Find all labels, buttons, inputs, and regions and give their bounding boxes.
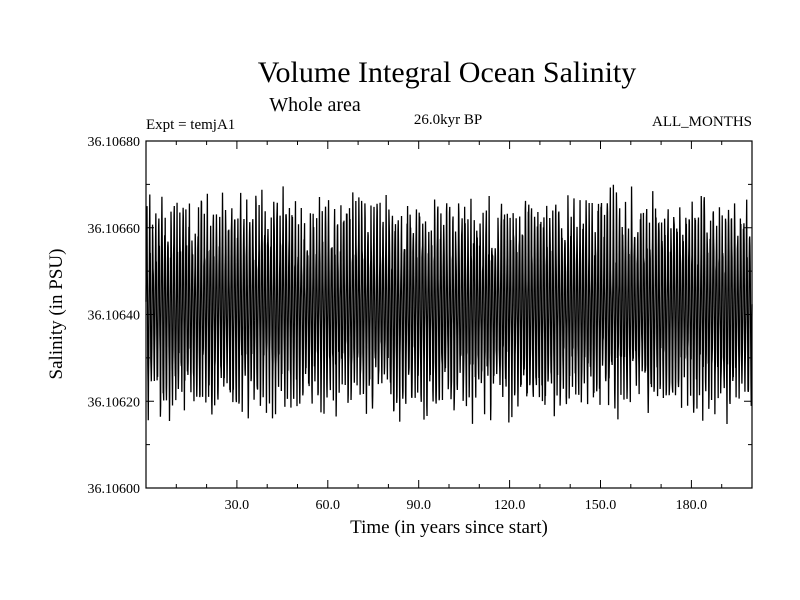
salinity-series-line: [145, 184, 753, 425]
x-tick-label-2: 90.0: [406, 498, 431, 513]
chart-subtitle: Whole area: [269, 94, 361, 116]
x-tick-label-3: 120.0: [494, 498, 526, 513]
plot-area: [145, 184, 753, 425]
axis-ticks: 36.10600 36.10620 36.10640 36.10660 36.10680…: [88, 135, 752, 513]
experiment-label: Expt = temjA1: [146, 117, 235, 133]
months-label: ALL_MONTHS: [652, 114, 752, 130]
x-tick-label-1: 60.0: [316, 498, 341, 513]
plot-frame: [145, 140, 753, 489]
chart-title: Volume Integral Ocean Salinity: [258, 56, 637, 89]
x-tick-label-0: 30.0: [225, 498, 250, 513]
y-axis-label: Salinity (in PSU): [46, 249, 67, 380]
y-tick-label-2: 36.10640: [88, 309, 141, 324]
y-tick-label-1: 36.10620: [88, 395, 141, 410]
x-tick-label-4: 150.0: [585, 498, 617, 513]
y-tick-label-0: 36.10600: [88, 482, 141, 497]
period-label: 26.0kyr BP: [414, 112, 482, 128]
x-axis-label: Time (in years since start): [350, 517, 548, 538]
y-tick-label-3: 36.10660: [88, 222, 141, 237]
x-tick-label-5: 180.0: [676, 498, 708, 513]
y-tick-label-4: 36.10680: [88, 135, 141, 150]
